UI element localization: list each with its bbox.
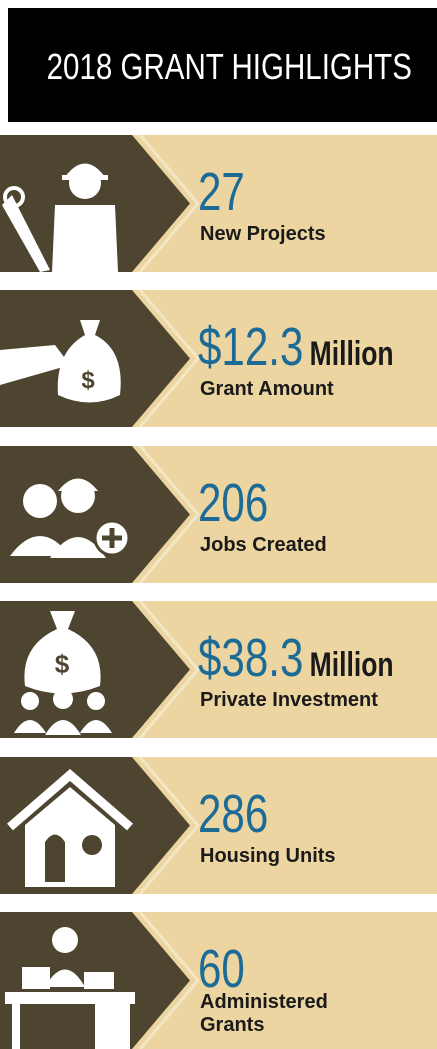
highlight-row: 27 New Projects bbox=[0, 135, 437, 272]
highlight-label: Administered Grants bbox=[200, 991, 370, 1037]
page: 2018 GRANT HIGHLIGHTS 27 New Projects $ $12… bbox=[0, 0, 437, 1043]
unit-text: Million bbox=[310, 646, 394, 684]
svg-text:$: $ bbox=[55, 649, 70, 679]
value-text: 60 bbox=[198, 939, 245, 999]
header: 2018 GRANT HIGHLIGHTS bbox=[8, 8, 437, 122]
highlight-value: 206 bbox=[198, 476, 268, 530]
highlight-label: Private Investment bbox=[200, 689, 430, 712]
value-text: 206 bbox=[198, 473, 268, 533]
highlight-label: Jobs Created bbox=[200, 534, 430, 557]
highlight-label: Housing Units bbox=[200, 845, 430, 868]
highlight-label: Grant Amount bbox=[200, 378, 430, 401]
highlight-value: 286 bbox=[198, 787, 268, 841]
value-text: $12.3 bbox=[198, 317, 303, 377]
highlight-label: New Projects bbox=[200, 223, 430, 246]
highlight-value: 27 bbox=[198, 165, 245, 219]
svg-text:$: $ bbox=[81, 367, 95, 394]
value-text: 27 bbox=[198, 162, 245, 222]
unit-text: Million bbox=[310, 335, 394, 373]
value-text: $38.3 bbox=[198, 628, 303, 688]
highlight-row: 286 Housing Units bbox=[0, 757, 437, 894]
highlight-row: 206 Jobs Created bbox=[0, 446, 437, 583]
value-text: 286 bbox=[198, 784, 268, 844]
highlight-value: 60 bbox=[198, 942, 245, 996]
header-title: 2018 GRANT HIGHLIGHTS bbox=[47, 46, 399, 88]
